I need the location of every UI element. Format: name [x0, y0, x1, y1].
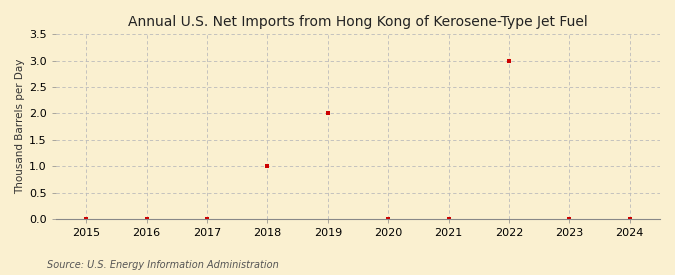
- Text: Source: U.S. Energy Information Administration: Source: U.S. Energy Information Administ…: [47, 260, 279, 270]
- Title: Annual U.S. Net Imports from Hong Kong of Kerosene-Type Jet Fuel: Annual U.S. Net Imports from Hong Kong o…: [128, 15, 588, 29]
- Y-axis label: Thousand Barrels per Day: Thousand Barrels per Day: [15, 59, 25, 194]
